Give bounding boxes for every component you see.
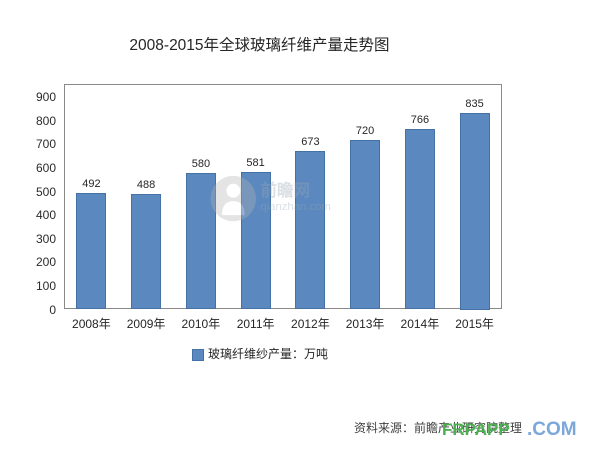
svg-text:qianzhan.com: qianzhan.com — [260, 201, 331, 213]
svg-text:前瞻网: 前瞻网 — [260, 180, 310, 200]
svg-text:FRPAPP: FRPAPP — [442, 420, 510, 439]
svg-text:.COM: .COM — [527, 420, 577, 440]
